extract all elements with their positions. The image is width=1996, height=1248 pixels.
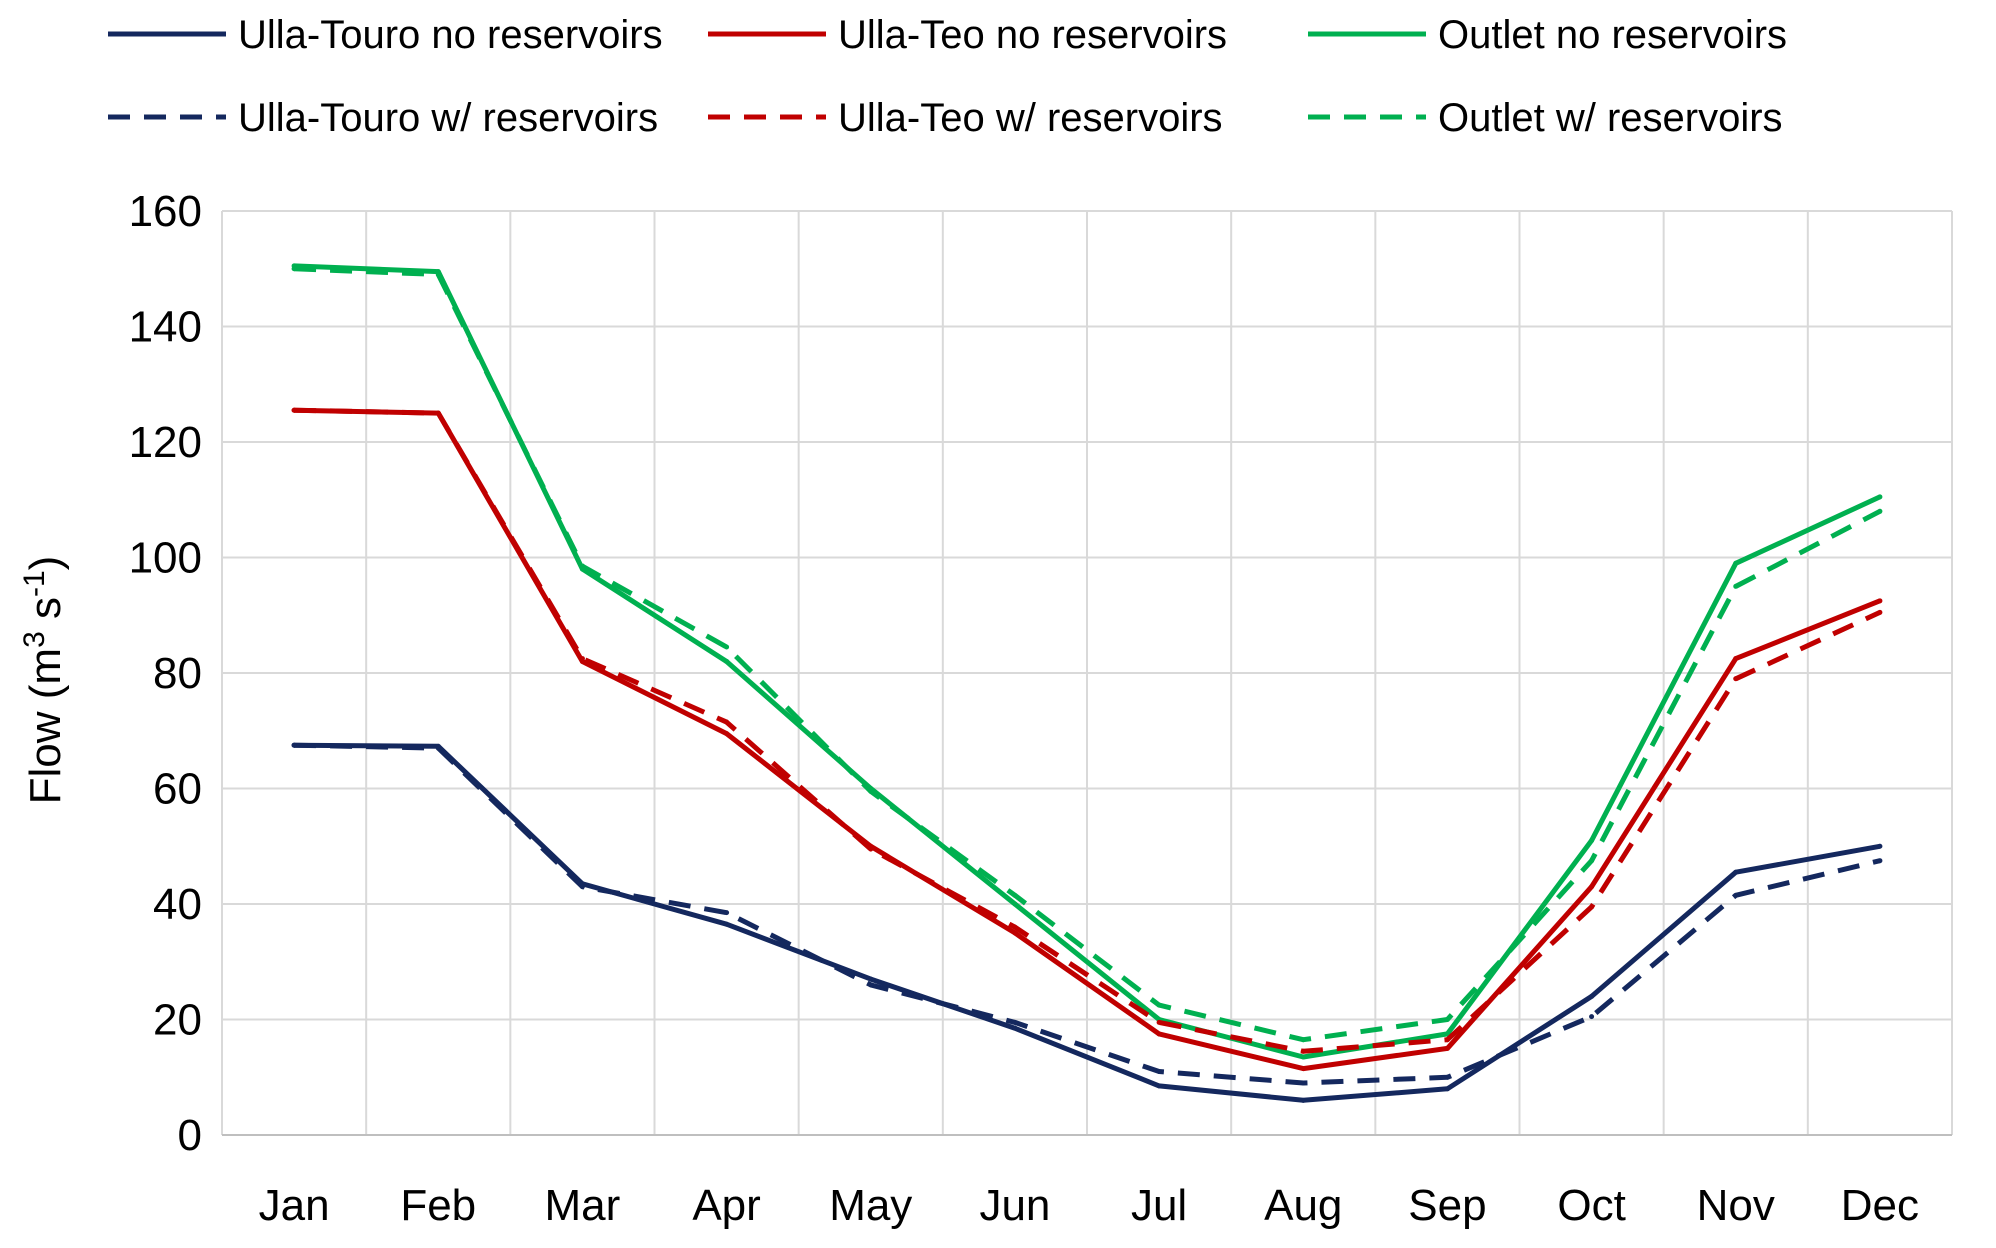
data-point — [868, 982, 874, 988]
series-line-ulla-teo-w-reservoirs — [294, 407, 1881, 1054]
data-point — [1300, 1054, 1306, 1060]
data-point — [1156, 1068, 1162, 1074]
data-point — [868, 976, 874, 982]
data-point — [1444, 1045, 1450, 1051]
data-point — [724, 644, 730, 650]
data-point — [1444, 1086, 1450, 1092]
data-point — [1012, 930, 1018, 936]
data-point — [1444, 1037, 1450, 1043]
data-point — [435, 410, 441, 416]
y-tick-label: 40 — [153, 880, 202, 929]
data-point — [868, 846, 874, 852]
data-point — [1589, 1014, 1595, 1020]
data-point — [1733, 583, 1739, 589]
legend-label: Outlet w/ reservoirs — [1438, 96, 1783, 140]
data-point — [1300, 1037, 1306, 1043]
data-point — [579, 884, 585, 890]
data-point — [1300, 1097, 1306, 1103]
data-point — [291, 266, 297, 272]
data-point — [1589, 837, 1595, 843]
x-tick-label: Jul — [1131, 1181, 1187, 1230]
data-point — [1012, 1025, 1018, 1031]
data-point — [1012, 1019, 1018, 1025]
axes: 0 20 40 60 80 100 120 140 160 Jan Feb Mar Apr May Jun J… — [129, 187, 1952, 1230]
series-line-outlet-w-reservoirs — [294, 266, 1882, 1043]
data-point — [1877, 843, 1883, 849]
data-point — [1156, 1083, 1162, 1089]
data-point — [1877, 858, 1883, 864]
data-point — [1733, 869, 1739, 875]
data-point — [1300, 1048, 1306, 1054]
y-tick-label: 60 — [153, 765, 202, 814]
data-point — [579, 563, 585, 569]
data-point — [1156, 1019, 1162, 1025]
data-point — [724, 910, 730, 916]
data-point — [579, 656, 585, 662]
data-point — [1300, 1066, 1306, 1072]
x-tick-label: Apr — [692, 1181, 760, 1230]
data-point — [1012, 901, 1018, 907]
series-line-ulla-teo-no-reservoirs — [294, 407, 1881, 1072]
legend-label: Ulla-Teo w/ reservoirs — [838, 96, 1223, 140]
data-point — [1733, 656, 1739, 662]
data-point — [724, 719, 730, 725]
legend: Ulla-Touro no reservoirs Ulla-Teo no rese… — [108, 13, 1787, 140]
x-tick-label: Aug — [1264, 1181, 1342, 1230]
legend-label: Outlet no reservoirs — [1438, 13, 1787, 57]
data-point — [1589, 884, 1595, 890]
x-tick-label: Nov — [1697, 1181, 1775, 1230]
data-point — [1156, 1031, 1162, 1037]
y-tick-label: 20 — [153, 996, 202, 1045]
data-point — [1877, 508, 1883, 514]
data-point — [1589, 904, 1595, 910]
data-point — [724, 658, 730, 664]
series-line-ulla-touro-w-reservoirs — [294, 742, 1881, 1086]
x-tick-label: Jan — [259, 1181, 330, 1230]
x-tick-label: Dec — [1841, 1181, 1919, 1230]
data-point — [1589, 858, 1595, 864]
data-point — [1012, 924, 1018, 930]
x-tick-label: Oct — [1557, 1181, 1625, 1230]
x-tick-label: Sep — [1408, 1181, 1486, 1230]
data-point — [435, 272, 441, 278]
legend-label: Ulla-Teo no reservoirs — [838, 13, 1227, 57]
legend-label: Ulla-Touro no reservoirs — [238, 13, 663, 57]
data-point — [1300, 1080, 1306, 1086]
data-point — [1733, 676, 1739, 682]
data-point — [1733, 560, 1739, 566]
data-point — [724, 731, 730, 737]
data-point — [1877, 598, 1883, 604]
data-point — [1444, 1074, 1450, 1080]
data-point — [291, 742, 297, 748]
data-point — [1877, 494, 1883, 500]
data-point — [1156, 1002, 1162, 1008]
y-tick-label: 160 — [129, 187, 202, 236]
x-tick-label: Feb — [400, 1181, 476, 1230]
data-point — [1444, 1017, 1450, 1022]
data-point — [868, 788, 874, 794]
data-point — [435, 745, 441, 751]
data-point — [291, 407, 297, 413]
series-lines — [291, 263, 1883, 1103]
y-tick-label: 120 — [129, 418, 202, 467]
data-point — [1877, 609, 1883, 615]
x-tick-label: Mar — [545, 1181, 621, 1230]
data-point — [724, 921, 730, 927]
y-tick-label: 100 — [129, 534, 202, 583]
y-axis-title: Flow (m3 s-1) — [18, 556, 70, 805]
y-tick-label: 80 — [153, 649, 202, 698]
x-tick-label: Jun — [979, 1181, 1050, 1230]
y-tick-label: 0 — [178, 1111, 202, 1160]
grid — [221, 210, 1953, 1135]
legend-label: Ulla-Touro w/ reservoirs — [238, 96, 658, 140]
data-point — [1733, 892, 1739, 898]
y-tick-label: 140 — [129, 303, 202, 352]
x-tick-label: May — [829, 1181, 912, 1230]
data-point — [1589, 993, 1595, 999]
data-point — [1012, 892, 1018, 898]
